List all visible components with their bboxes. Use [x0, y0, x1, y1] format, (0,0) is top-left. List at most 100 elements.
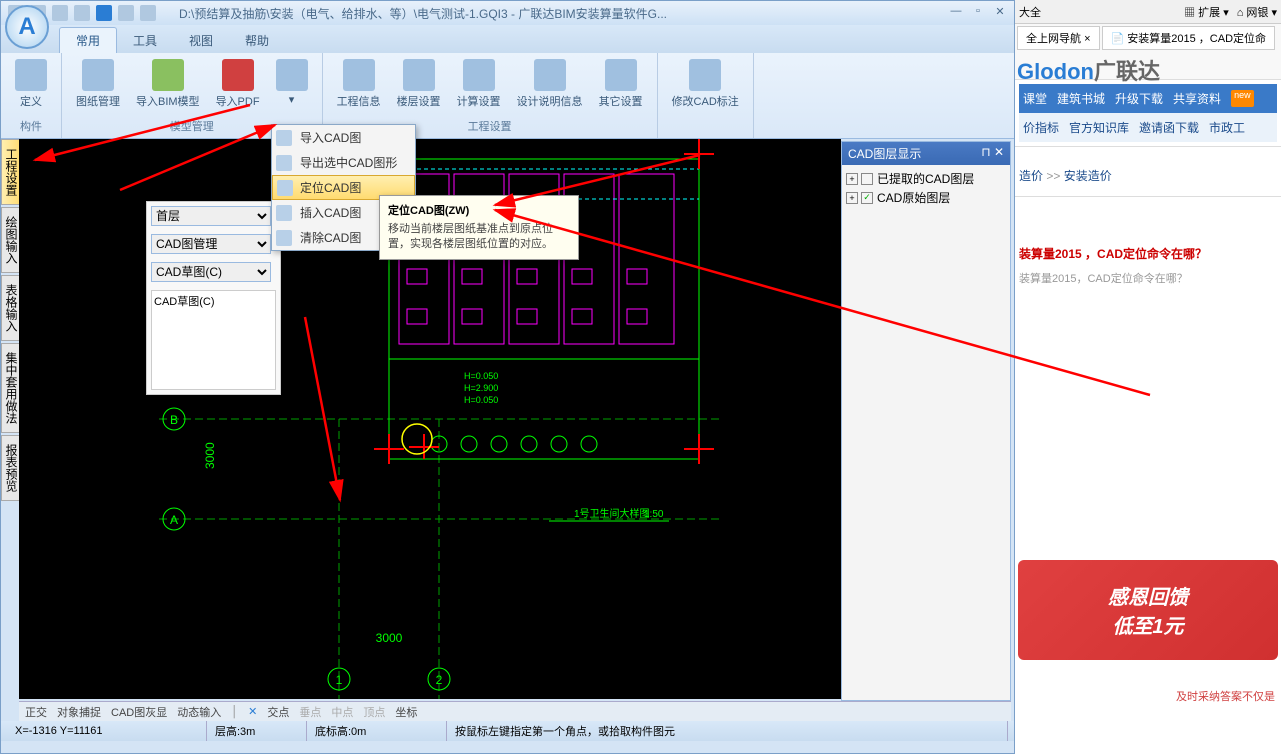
status-base-h: 底标高:0m	[307, 721, 447, 741]
layer-panel-header: CAD图层显示 ⊓ ✕	[842, 142, 1010, 165]
snap-coord[interactable]: 坐标	[395, 704, 417, 720]
design-info-button[interactable]: 设计说明信息	[511, 57, 589, 118]
nav-upgrade[interactable]: 升级下载	[1115, 90, 1163, 107]
nav-share[interactable]: 共享资料	[1173, 90, 1221, 107]
qat-save-icon[interactable]	[52, 5, 68, 21]
svg-text:B: B	[170, 413, 178, 427]
ribbon-tab-tools[interactable]: 工具	[117, 28, 173, 53]
svg-text:H=0.050: H=0.050	[464, 395, 498, 405]
browser-toolbar: 大全 ▦ 扩展 ▾ ⌂ 网银 ▾	[1015, 0, 1281, 24]
layer-item-extracted[interactable]: +已提取的CAD图层	[846, 169, 1006, 188]
footer-hint: 及时采纳答案不仅是	[1176, 688, 1275, 704]
app-logo[interactable]: A	[5, 5, 49, 49]
export-icon	[276, 155, 292, 171]
import-pdf-button[interactable]: 导入PDF	[210, 57, 266, 118]
floor-select[interactable]: 首层	[151, 206, 271, 226]
status-hint: 按鼠标左键指定第一个角点，或拾取构件图元	[447, 721, 1008, 741]
status-coords: X=-1316 Y=11161	[7, 721, 207, 741]
qat-redo-icon[interactable]	[140, 5, 156, 21]
svg-text:A: A	[170, 513, 178, 527]
other-settings-button[interactable]: 其它设置	[593, 57, 649, 118]
nav-invite[interactable]: 邀请函下载	[1139, 119, 1199, 136]
svg-text:H=2.900: H=2.900	[464, 383, 498, 393]
left-panel: 首层 CAD图管理 CAD草图(C) CAD草图(C)	[146, 201, 281, 395]
drawing-mgr-icon	[82, 59, 114, 91]
bank-icon[interactable]: ⌂ 网银 ▾	[1237, 4, 1277, 20]
project-info-button[interactable]: 工程信息	[331, 57, 387, 118]
cad-dropdown-button[interactable]: ▾	[270, 57, 314, 118]
ribbon-group-component: 定义 构件	[1, 53, 62, 138]
snap-perp[interactable]: 垂点	[299, 704, 321, 720]
maximize-button[interactable]: ▫	[968, 5, 988, 21]
floor-settings-button[interactable]: 楼层设置	[391, 57, 447, 118]
qat-undo-icon[interactable]	[118, 5, 134, 21]
import-bim-button[interactable]: 导入BIM模型	[130, 57, 206, 118]
snap-bar: 正交 对象捕捉 CAD图灰显 动态输入 │ ✕ 交点 垂点 中点 顶点 坐标	[19, 701, 1011, 721]
snap-object[interactable]: 对象捕捉	[57, 704, 101, 720]
snap-ortho[interactable]: 正交	[25, 704, 47, 720]
title-bar: D:\预结算及抽筋\安装（电气、给排水、等）\电气测试-1.GQI3 - 广联达…	[1, 1, 1014, 25]
tooltip: 定位CAD图(ZW) 移动当前楼层图纸基准点到原点位置，实现各楼层图纸位置的对应…	[379, 195, 579, 260]
ribbon-tab-common[interactable]: 常用	[59, 27, 117, 53]
ribbon-tabs: 常用 工具 视图 帮助	[1, 25, 1014, 53]
layer-panel: CAD图层显示 ⊓ ✕ +已提取的CAD图层 +✓CAD原始图层	[841, 141, 1011, 701]
app-window: D:\预结算及抽筋\安装（电气、给排水、等）\电气测试-1.GQI3 - 广联达…	[0, 0, 1015, 754]
breadcrumb-2[interactable]: 安装造价	[1064, 169, 1112, 183]
cad-icon	[276, 59, 308, 91]
side-vertical-tabs: 工程设置 绘图输入 表格输入 集中套用做法 报表预览	[1, 139, 19, 503]
tooltip-desc: 移动当前楼层图纸基准点到原点位置，实现各楼层图纸位置的对应。	[388, 222, 570, 253]
snap-dynamic[interactable]: 动态输入	[177, 704, 221, 720]
svg-text:1:50: 1:50	[644, 509, 664, 520]
import-icon	[276, 130, 292, 146]
close-button[interactable]: ✕	[990, 5, 1010, 21]
layer-item-original[interactable]: +✓CAD原始图层	[846, 188, 1006, 207]
menu-export-cad[interactable]: 导出选中CAD图形	[272, 150, 415, 175]
breadcrumb-1[interactable]: 造价	[1019, 169, 1043, 183]
minimize-button[interactable]: —	[946, 5, 966, 21]
cad-draft-select[interactable]: CAD草图(C)	[151, 262, 271, 282]
drawing-mgr-button[interactable]: 图纸管理	[70, 57, 126, 118]
nav-kb[interactable]: 官方知识库	[1069, 119, 1129, 136]
pdf-icon	[222, 59, 254, 91]
bim-icon	[152, 59, 184, 91]
ribbon-tab-help[interactable]: 帮助	[229, 28, 285, 53]
status-floor-h: 层高:3m	[207, 721, 307, 741]
project-info-icon	[343, 59, 375, 91]
browser-tab-1[interactable]: 全上网导航 ×	[1017, 26, 1100, 50]
ribbon-tab-view[interactable]: 视图	[173, 28, 229, 53]
browser-tab-2[interactable]: 📄 安装算量2015 ，CAD定位命	[1102, 26, 1276, 50]
article-title: 装算量2015 ，CAD定位命令在哪？	[1015, 237, 1281, 270]
close-panel-icon[interactable]: ✕	[994, 145, 1004, 159]
ext-icon[interactable]: ▦ 扩展 ▾	[1184, 4, 1229, 20]
snap-mid[interactable]: 中点	[331, 704, 353, 720]
svg-text:H=0.050: H=0.050	[464, 371, 498, 381]
draft-list[interactable]: CAD草图(C)	[151, 290, 276, 390]
article-sub: 装算量2015，CAD定位命令在哪？	[1015, 270, 1281, 294]
calc-icon	[463, 59, 495, 91]
calc-settings-button[interactable]: 计算设置	[451, 57, 507, 118]
design-icon	[534, 59, 566, 91]
modify-cad-icon	[689, 59, 721, 91]
link-daquan[interactable]: 大全	[1019, 4, 1041, 20]
nav-city[interactable]: 市政工	[1209, 119, 1245, 136]
define-button[interactable]: 定义	[9, 57, 53, 118]
qat-print-icon[interactable]	[74, 5, 90, 21]
promo-banner[interactable]: 感恩回馈 低至1元	[1018, 560, 1278, 660]
pin-icon[interactable]: ⊓	[981, 145, 990, 159]
nav-class[interactable]: 课堂	[1023, 90, 1047, 107]
nav-books[interactable]: 建筑书城	[1057, 90, 1105, 107]
status-bar: X=-1316 Y=11161 层高:3m 底标高:0m 按鼠标左键指定第一个角…	[1, 721, 1014, 741]
nav-price[interactable]: 价指标	[1023, 119, 1059, 136]
title-text: D:\预结算及抽筋\安装（电气、给排水、等）\电气测试-1.GQI3 - 广联达…	[179, 5, 946, 22]
define-icon	[15, 59, 47, 91]
cad-mgr-select[interactable]: CAD图管理	[151, 234, 271, 254]
qat-a-icon[interactable]	[96, 5, 112, 21]
snap-intersection[interactable]: 交点	[267, 704, 289, 720]
tab-close-icon[interactable]: ×	[1084, 33, 1090, 45]
snap-gray[interactable]: CAD图灰显	[111, 704, 167, 720]
locate-icon	[277, 180, 293, 196]
menu-import-cad[interactable]: 导入CAD图	[272, 125, 415, 150]
snap-vertex[interactable]: 顶点	[363, 704, 385, 720]
ribbon: 定义 构件 图纸管理 导入BIM模型 导入PDF ▾ 模型管理 工程信息 楼层设…	[1, 53, 1014, 139]
modify-cad-button[interactable]: 修改CAD标注	[666, 57, 745, 134]
